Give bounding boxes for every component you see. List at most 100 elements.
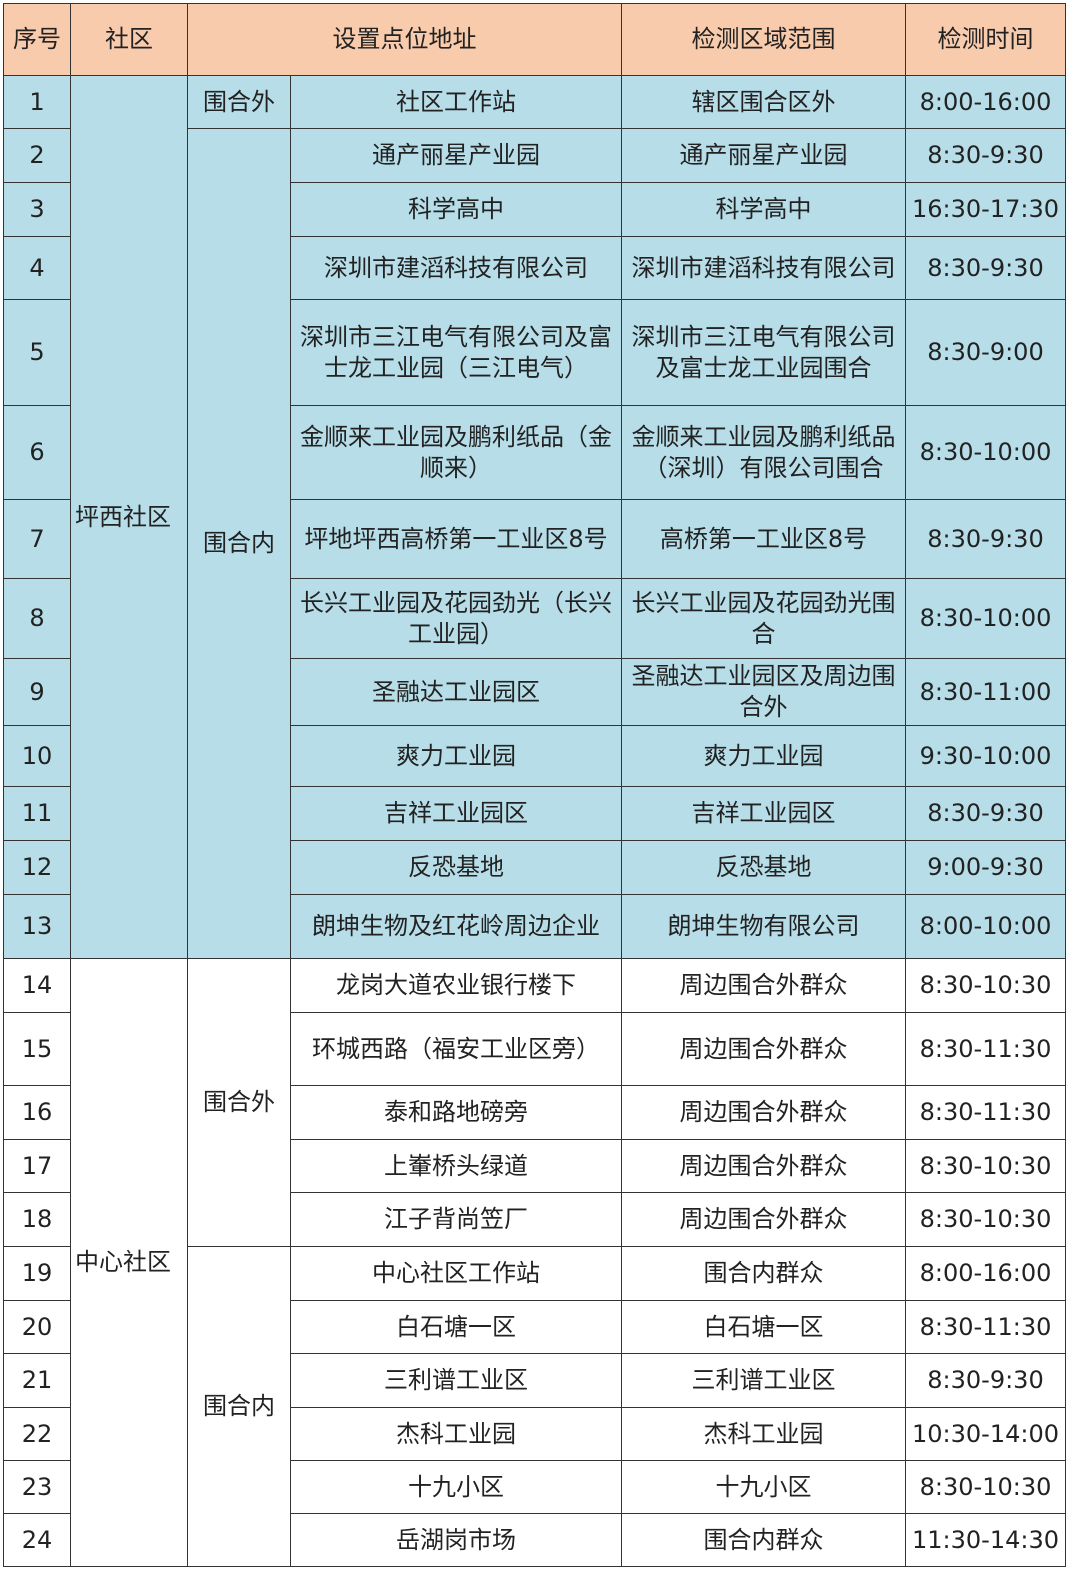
detection-area: 周边围合外群众: [621, 958, 906, 1013]
detection-time: 8:30-10:30: [905, 1139, 1066, 1193]
detection-area: 三利谱工业区: [621, 1353, 906, 1408]
detection-time: 8:30-11:30: [905, 1300, 1066, 1354]
detection-time: 8:30-11:00: [905, 658, 1066, 726]
table-row: 17 上輋桥头绿道 周边围合外群众 8:30-10:30: [3, 1139, 1066, 1193]
detection-time: 8:30-9:30: [905, 1353, 1066, 1408]
detection-area: 辖区围合区外: [621, 75, 906, 129]
row-number: 2: [3, 128, 71, 183]
detection-time: 8:30-10:00: [905, 578, 1066, 659]
detection-area: 长兴工业园及花园劲光围合: [621, 578, 906, 659]
enclosure-type: 围合内: [187, 1246, 291, 1567]
site-address: 上輋桥头绿道: [290, 1139, 622, 1193]
site-address: 金顺来工业园及鹏利纸品（金顺来）: [290, 405, 622, 500]
detection-area: 围合内群众: [621, 1513, 906, 1567]
detection-time: 10:30-14:00: [905, 1407, 1066, 1461]
detection-area: 高桥第一工业区8号: [621, 499, 906, 579]
site-address: 坪地坪西高桥第一工业区8号: [290, 499, 622, 579]
detection-area: 爽力工业园: [621, 725, 906, 787]
enclosure-type: 围合内: [187, 128, 291, 959]
table-row: 19 围合内 中心社区工作站 围合内群众 8:00-16:00: [3, 1246, 1066, 1567]
table-row: 22 杰科工业园 杰科工业园 10:30-14:00: [3, 1407, 1066, 1461]
detection-time: 9:30-10:00: [905, 725, 1066, 787]
table-row: 3 科学高中 科学高中 16:30-17:30: [3, 182, 1066, 237]
detection-area: 吉祥工业园区: [621, 786, 906, 841]
table-row: 23 十九小区 十九小区 8:30-10:30: [3, 1460, 1066, 1514]
row-number: 15: [3, 1012, 71, 1086]
row-number: 6: [3, 405, 71, 500]
row-number: 13: [3, 894, 71, 959]
site-address: 杰科工业园: [290, 1407, 622, 1461]
row-number: 21: [3, 1353, 71, 1408]
table-row: 20 白石塘一区 白石塘一区 8:30-11:30: [3, 1300, 1066, 1354]
detection-area: 深圳市建滔科技有限公司: [621, 236, 906, 300]
detection-area: 反恐基地: [621, 840, 906, 895]
site-address: 圣融达工业园区: [290, 658, 622, 726]
site-address: 岳湖岗市场: [290, 1513, 622, 1567]
table-row: 6 金顺来工业园及鹏利纸品（金顺来） 金顺来工业园及鹏利纸品（深圳）有限公司围合 8:…: [3, 405, 1066, 500]
row-number: 11: [3, 786, 71, 841]
site-address: 社区工作站: [290, 75, 622, 129]
detection-time: 8:30-11:30: [905, 1085, 1066, 1140]
site-address: 三利谱工业区: [290, 1353, 622, 1408]
row-number: 24: [3, 1513, 71, 1567]
row-number: 16: [3, 1085, 71, 1140]
detection-area: 白石塘一区: [621, 1300, 906, 1354]
detection-area: 科学高中: [621, 182, 906, 237]
site-address: 泰和路地磅旁: [290, 1085, 622, 1140]
row-number: 18: [3, 1192, 71, 1247]
detection-time: 8:30-9:30: [905, 499, 1066, 579]
table-row: 1 坪西社区 围合外 社区工作站 辖区围合区外 8:00-16:00: [3, 75, 1066, 959]
enclosure-type: 围合外: [187, 958, 291, 1247]
detection-area: 圣融达工业园区及周边围合外: [621, 658, 906, 726]
row-number: 14: [3, 958, 71, 1013]
detection-time: 8:30-9:30: [905, 236, 1066, 300]
site-address: 通产丽星产业园: [290, 128, 622, 183]
enclosure-type: 围合外: [187, 75, 291, 129]
site-address: 中心社区工作站: [290, 1246, 622, 1301]
detection-time: 8:30-9:30: [905, 786, 1066, 841]
row-number: 9: [3, 658, 71, 726]
row-number: 19: [3, 1246, 71, 1301]
site-address: 环城西路（福安工业区旁）: [290, 1012, 622, 1086]
detection-area: 朗坤生物有限公司: [621, 894, 906, 959]
row-number: 12: [3, 840, 71, 895]
site-address: 朗坤生物及红花岭周边企业: [290, 894, 622, 959]
header-address: 设置点位地址: [187, 3, 622, 76]
site-address: 龙岗大道农业银行楼下: [290, 958, 622, 1013]
table-row: 18 江子背尚笠厂 周边围合外群众 8:30-10:30: [3, 1192, 1066, 1247]
detection-area: 金顺来工业园及鹏利纸品（深圳）有限公司围合: [621, 405, 906, 500]
detection-area: 围合内群众: [621, 1246, 906, 1301]
row-number: 3: [3, 182, 71, 237]
detection-time: 8:30-9:00: [905, 299, 1066, 406]
detection-time: 8:00-10:00: [905, 894, 1066, 959]
header-area: 检测区域范围: [621, 3, 906, 76]
site-address: 十九小区: [290, 1460, 622, 1514]
detection-time: 11:30-14:30: [905, 1513, 1066, 1567]
detection-area: 杰科工业园: [621, 1407, 906, 1461]
row-number: 7: [3, 499, 71, 579]
table-row: 14 中心社区 围合外 龙岗大道农业银行楼下 周边围合外群众 8:30-10:30: [3, 958, 1066, 1567]
table-row: 24 岳湖岗市场 围合内群众 11:30-14:30: [3, 1513, 1066, 1567]
row-number: 20: [3, 1300, 71, 1354]
table-row: 5 深圳市三江电气有限公司及富士龙工业园（三江电气） 深圳市三江电气有限公司及富士龙…: [3, 299, 1066, 406]
detection-time: 8:30-9:30: [905, 128, 1066, 183]
detection-time: 9:00-9:30: [905, 840, 1066, 895]
row-number: 5: [3, 299, 71, 406]
header-row: 序号 社区 设置点位地址 检测区域范围 检测时间: [3, 3, 1066, 76]
site-address: 江子背尚笠厂: [290, 1192, 622, 1247]
detection-time: 8:30-10:30: [905, 958, 1066, 1013]
detection-area: 深圳市三江电气有限公司及富士龙工业园围合: [621, 299, 906, 406]
table-row: 21 三利谱工业区 三利谱工业区 8:30-9:30: [3, 1353, 1066, 1408]
detection-time: 8:30-11:30: [905, 1012, 1066, 1086]
site-address: 反恐基地: [290, 840, 622, 895]
row-number: 4: [3, 236, 71, 300]
detection-area: 周边围合外群众: [621, 1085, 906, 1140]
row-number: 22: [3, 1407, 71, 1461]
site-address: 深圳市建滔科技有限公司: [290, 236, 622, 300]
detection-time: 8:30-10:30: [905, 1192, 1066, 1247]
table-row: 9 圣融达工业园区 圣融达工业园区及周边围合外 8:30-11:00: [3, 658, 1066, 726]
row-number: 1: [3, 75, 71, 129]
detection-time: 8:30-10:30: [905, 1460, 1066, 1514]
row-number: 10: [3, 725, 71, 787]
site-address: 科学高中: [290, 182, 622, 237]
